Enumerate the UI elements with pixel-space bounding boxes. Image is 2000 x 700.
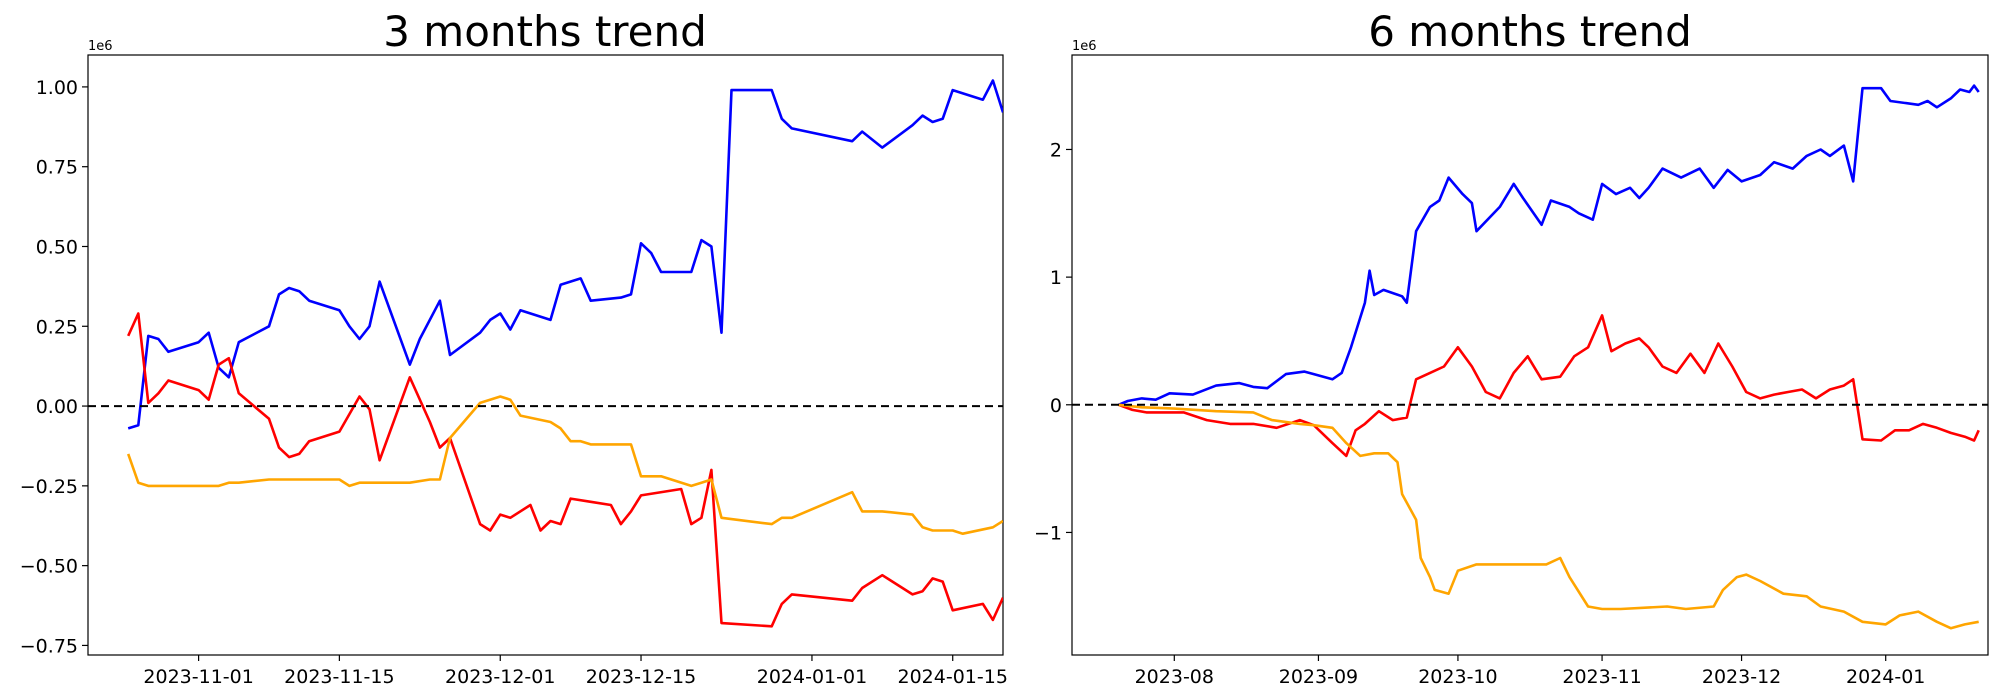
chart-title: 3 months trend	[383, 7, 707, 56]
chart-3-months-trend: 3 months trend 1e6 1.00 0.75 0.50 0.25 0.00 −…	[20, 7, 1008, 688]
y-tick-label: 1	[1050, 267, 1062, 289]
series-group	[1118, 84, 1980, 630]
x-tick-label: 2023-11	[1562, 666, 1641, 688]
x-tick-label: 2023-12	[1702, 666, 1781, 688]
y-tick-label: 2	[1050, 139, 1062, 161]
y-tick-label: 0.00	[36, 396, 78, 418]
y-tick-label: 0.50	[36, 236, 78, 258]
y-tick-label: −0.50	[20, 556, 78, 578]
plot-area	[87, 54, 1004, 656]
series-line-2	[126, 395, 1003, 536]
x-tick-label: 2023-09	[1279, 666, 1358, 688]
x-tick-label: 2023-12-15	[586, 666, 696, 688]
y-tick-label: −0.75	[20, 635, 78, 657]
y-tick-label: 0	[1050, 395, 1062, 417]
series-line-2	[1118, 403, 1979, 630]
plot-area	[1071, 54, 1989, 656]
y-tick-label: 1.00	[36, 77, 78, 99]
y-tick-label: −0.25	[20, 476, 78, 498]
x-tick-label: 2023-10	[1418, 666, 1497, 688]
x-tick-label: 2023-11-01	[143, 666, 253, 688]
y-axis-multiplier: 1e6	[88, 39, 113, 54]
x-tick-label: 2024-01	[1846, 666, 1925, 688]
y-tick-label: −1	[1034, 522, 1062, 544]
series-group	[126, 79, 1003, 628]
y-tick-label: 0.75	[36, 157, 78, 179]
chart-title: 6 months trend	[1368, 7, 1692, 56]
series-line-0	[127, 79, 1003, 430]
series-line-0	[1118, 84, 1980, 407]
x-tick-label: 2023-11-15	[284, 666, 394, 688]
chart-6-months-trend: 6 months trend 1e6 2 1 0 −1 2023-08 2023-09 20…	[1034, 7, 1989, 688]
x-tick-label: 2024-01-01	[757, 666, 867, 688]
x-tick-label: 2024-01-15	[898, 666, 1008, 688]
series-line-1	[127, 312, 1003, 628]
x-tick-label: 2023-08	[1135, 666, 1214, 688]
x-tick-label: 2023-12-01	[445, 666, 555, 688]
y-tick-label: 0.25	[36, 316, 78, 338]
y-axis-multiplier: 1e6	[1072, 39, 1097, 54]
